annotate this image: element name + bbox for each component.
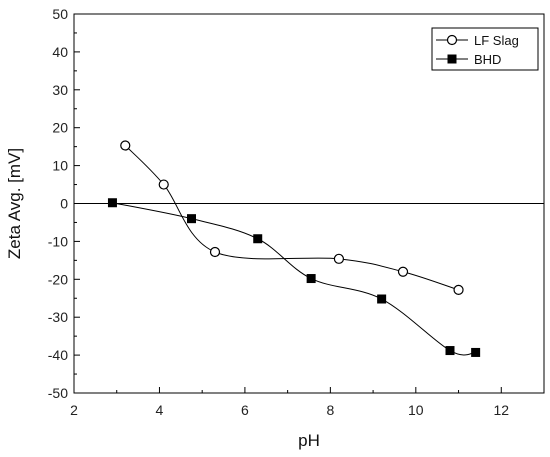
y-tick-label: -40 — [48, 347, 68, 363]
legend-marker-bhd — [447, 54, 457, 64]
data-point-lf-slag — [158, 179, 169, 190]
x-axis-label: pH — [298, 431, 320, 450]
data-point-lf-slag — [397, 266, 409, 277]
legend-label-bhd: BHD — [474, 52, 501, 67]
x-tick-label: 4 — [156, 402, 164, 418]
y-tick-label: -50 — [48, 385, 68, 401]
y-axis-label: Zeta Avg. [mV] — [5, 148, 24, 259]
x-tick-label: 12 — [493, 402, 509, 418]
data-point-bhd — [187, 214, 196, 224]
x-tick-label: 2 — [70, 402, 78, 418]
data-point-lf-slag — [209, 246, 221, 258]
series-line-lf-slag — [124, 145, 459, 291]
data-point-lf-slag — [453, 284, 464, 296]
y-tick-label: -10 — [48, 233, 68, 249]
data-point-bhd — [471, 347, 481, 357]
y-tick-label: -30 — [48, 309, 68, 325]
y-tick-label: 10 — [52, 158, 68, 174]
data-point-lf-slag — [120, 140, 131, 151]
data-point-bhd — [306, 274, 316, 284]
y-tick-label: 30 — [52, 82, 68, 98]
legend: LF Slag BHD — [431, 27, 539, 71]
y-tick-label: 50 — [52, 6, 68, 22]
legend-marker-lf-slag — [446, 34, 458, 46]
y-tick-label: 20 — [52, 120, 68, 136]
data-point-bhd — [253, 234, 263, 244]
data-point-bhd — [445, 346, 455, 356]
series-line-bhd — [112, 202, 476, 356]
data-point-bhd — [377, 294, 387, 304]
legend-label-lf-slag: LF Slag — [474, 33, 519, 48]
y-axis: 50 40 30 20 10 0 -10 -20 -30 -40 -50 — [48, 6, 80, 401]
y-tick-label: 0 — [60, 196, 68, 212]
x-tick-label: 6 — [241, 402, 249, 418]
data-point-bhd — [107, 198, 117, 208]
x-axis: 2 4 6 8 10 12 — [70, 387, 545, 418]
x-tick-label: 10 — [408, 402, 424, 418]
y-tick-label: 40 — [52, 44, 68, 60]
x-tick-label: 8 — [326, 402, 334, 418]
data-point-lf-slag — [333, 253, 345, 264]
series-layer — [107, 140, 481, 357]
y-tick-label: -20 — [48, 271, 68, 287]
